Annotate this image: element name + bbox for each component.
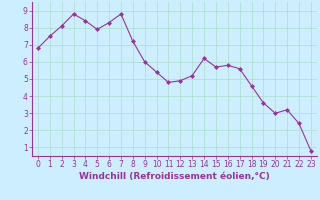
X-axis label: Windchill (Refroidissement éolien,°C): Windchill (Refroidissement éolien,°C) [79,172,270,181]
